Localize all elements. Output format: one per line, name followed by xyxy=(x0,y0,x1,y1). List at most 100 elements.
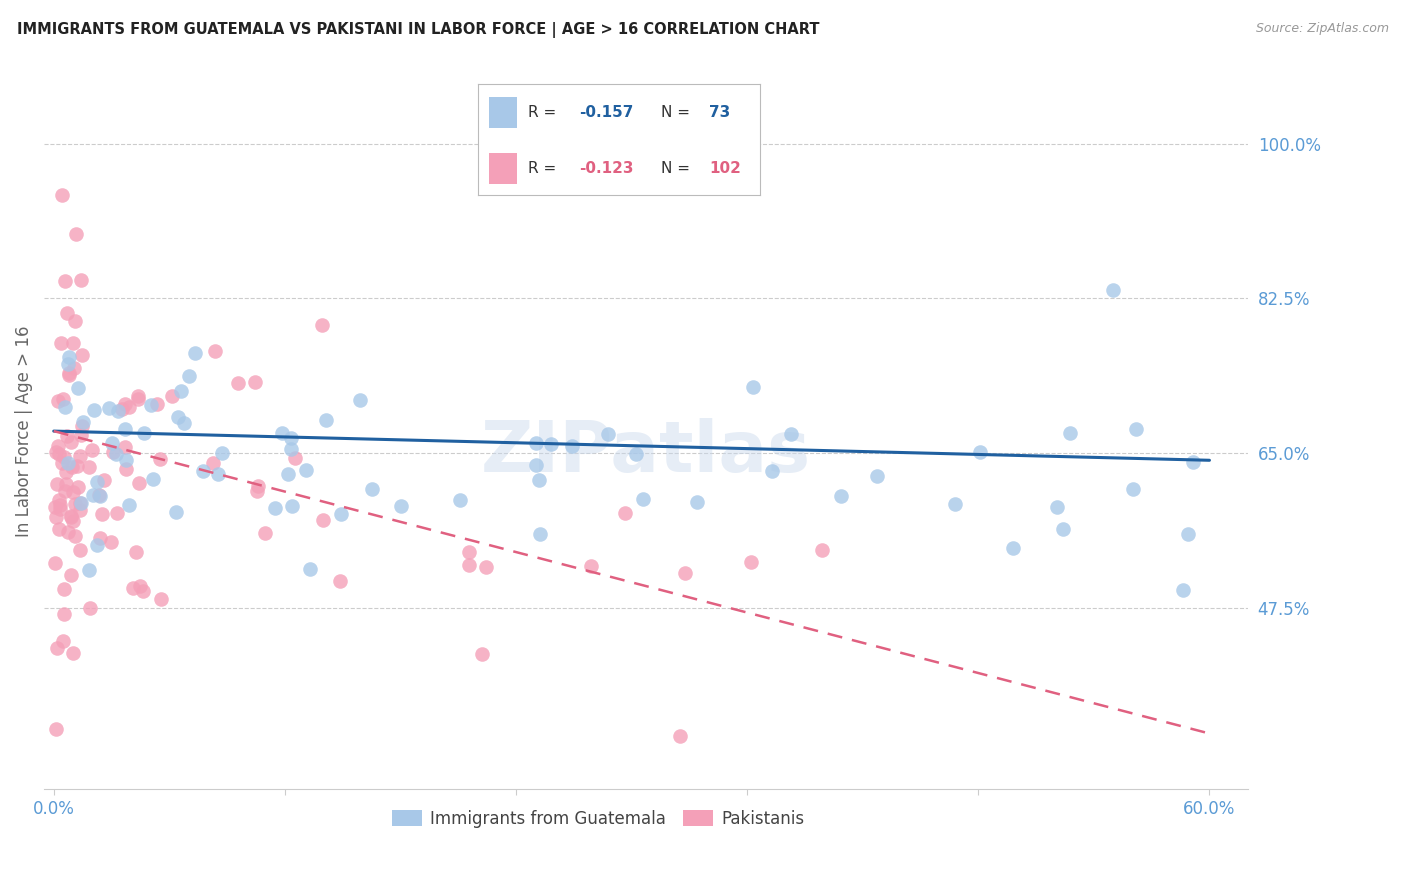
Point xyxy=(865,469,887,483)
Point xyxy=(118,400,141,414)
Point xyxy=(58,525,80,540)
Point xyxy=(149,451,172,466)
Point xyxy=(329,574,352,589)
Point xyxy=(943,497,966,511)
Point xyxy=(70,428,93,442)
Point xyxy=(89,489,111,503)
Point xyxy=(93,474,115,488)
Point xyxy=(204,344,226,359)
Point xyxy=(69,449,91,463)
Point xyxy=(62,514,84,528)
Point xyxy=(46,439,69,453)
Point xyxy=(65,529,87,543)
Point xyxy=(165,505,187,519)
Point xyxy=(1052,522,1074,536)
Point xyxy=(59,510,82,524)
Point xyxy=(105,506,128,520)
Point xyxy=(91,508,114,522)
Point xyxy=(62,646,84,660)
Point xyxy=(311,318,333,332)
Point xyxy=(111,402,134,417)
Point xyxy=(598,427,620,442)
Text: IMMIGRANTS FROM GUATEMALA VS PAKISTANI IN LABOR FORCE | AGE > 16 CORRELATION CHA: IMMIGRANTS FROM GUATEMALA VS PAKISTANI I… xyxy=(17,22,820,38)
Point xyxy=(53,582,76,597)
Point xyxy=(83,403,105,417)
Point xyxy=(184,345,207,359)
Point xyxy=(631,492,654,507)
Point xyxy=(170,384,193,398)
Y-axis label: In Labor Force | Age > 16: In Labor Force | Age > 16 xyxy=(15,326,32,537)
Point xyxy=(58,350,80,364)
Point xyxy=(449,492,471,507)
Point xyxy=(1059,426,1081,441)
Point xyxy=(82,487,104,501)
Point xyxy=(1177,527,1199,541)
Point xyxy=(51,456,73,470)
Point xyxy=(330,507,353,521)
Point xyxy=(59,435,82,450)
Point xyxy=(128,579,150,593)
Point xyxy=(284,450,307,465)
Point xyxy=(277,467,299,482)
Point xyxy=(63,497,86,511)
Point xyxy=(53,483,76,498)
Point xyxy=(56,429,79,443)
Point xyxy=(1046,500,1069,515)
Point xyxy=(162,389,184,403)
Point xyxy=(45,477,67,491)
Point xyxy=(740,555,762,569)
Text: ZIPatlas: ZIPatlas xyxy=(481,418,811,487)
Point xyxy=(389,500,412,514)
Point xyxy=(128,475,150,490)
Point xyxy=(613,506,636,520)
Text: Source: ZipAtlas.com: Source: ZipAtlas.com xyxy=(1256,22,1389,36)
Point xyxy=(349,392,371,407)
Point xyxy=(48,502,70,516)
Point xyxy=(107,403,129,417)
Point xyxy=(1122,482,1144,496)
Point xyxy=(1125,422,1147,436)
Point xyxy=(132,425,155,440)
Point xyxy=(280,499,302,513)
Point xyxy=(72,415,94,429)
Point xyxy=(1181,455,1204,469)
Point xyxy=(53,607,76,622)
Point xyxy=(49,335,72,350)
Point xyxy=(62,485,84,500)
Point xyxy=(139,397,162,411)
Point xyxy=(579,559,602,574)
Point xyxy=(167,410,190,425)
Point xyxy=(150,592,173,607)
Point xyxy=(55,477,77,491)
Point xyxy=(669,729,692,743)
Point xyxy=(48,394,70,409)
Point xyxy=(62,335,84,350)
Point xyxy=(529,526,551,541)
Point xyxy=(191,464,214,478)
Point xyxy=(280,442,302,456)
Point xyxy=(1171,583,1194,598)
Point xyxy=(246,484,269,499)
Point xyxy=(58,368,80,383)
Point xyxy=(53,274,76,288)
Point xyxy=(101,436,124,450)
Point xyxy=(527,473,550,487)
Point xyxy=(118,498,141,512)
Point xyxy=(226,376,249,390)
Point xyxy=(60,509,83,524)
Point xyxy=(127,392,149,406)
Point xyxy=(53,401,76,415)
Point xyxy=(98,401,121,415)
Point xyxy=(457,545,479,559)
Point xyxy=(69,496,91,510)
Point xyxy=(70,496,93,510)
Point xyxy=(1102,283,1125,297)
Point xyxy=(298,562,321,576)
Point xyxy=(524,436,547,450)
Point xyxy=(474,560,496,574)
Point xyxy=(45,445,67,459)
Point xyxy=(124,545,146,559)
Point xyxy=(243,375,266,389)
Point xyxy=(79,459,101,474)
Point xyxy=(270,425,292,440)
